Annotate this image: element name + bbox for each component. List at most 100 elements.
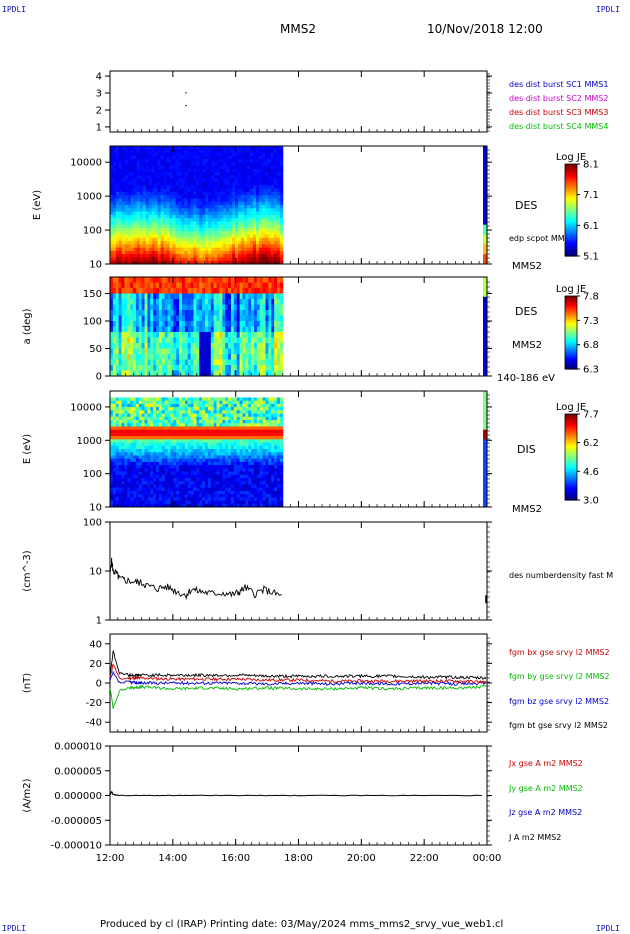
- des-energy-panel-colorbar-segment: [565, 166, 577, 170]
- dis-energy-panel-cell: [202, 471, 206, 476]
- des-energy-panel-cell: [273, 182, 278, 186]
- des-pitch-panel-cell: [219, 348, 223, 355]
- des-pitch-panel-cell: [213, 343, 218, 349]
- dis-energy-panel-cell: [147, 410, 151, 415]
- des-energy-panel-cell: [127, 178, 132, 183]
- des-pitch-panel-cell: [199, 332, 203, 338]
- des-energy-panel-cell: [172, 234, 177, 239]
- des-energy-panel-cell: [235, 155, 239, 160]
- dis-energy-panel-cell: [133, 494, 137, 498]
- des-energy-panel-cell: [199, 165, 203, 170]
- des-energy-panel-cell: [157, 159, 162, 163]
- dis-energy-panel-cell: [199, 455, 203, 460]
- dis-energy-panel-cell: [138, 452, 143, 456]
- des-energy-panel-cell: [118, 250, 123, 255]
- des-pitch-panel-cell: [242, 370, 246, 377]
- des-energy-panel-cell: [181, 254, 185, 258]
- dis-energy-panel-cell: [115, 478, 120, 482]
- des-energy-panel-cell: [184, 221, 188, 226]
- dis-energy-panel-cell: [156, 461, 160, 466]
- des-pitch-panel-colorbar-segment: [565, 361, 577, 365]
- des-pitch-panel-cell: [193, 348, 197, 355]
- dis-energy-panel-cell: [124, 410, 128, 415]
- des-energy-panel-cell: [142, 152, 147, 157]
- des-energy-panel-cell: [139, 178, 144, 183]
- des-energy-panel-cell: [258, 155, 263, 160]
- des-energy-panel-cell: [270, 175, 275, 180]
- des-energy-panel-cell: [130, 241, 135, 245]
- des-energy-panel-cell: [175, 237, 180, 242]
- dis-energy-panel-cell: [127, 449, 131, 453]
- dis-energy-panel-cell: [216, 439, 220, 444]
- des-pitch-panel-cell: [167, 304, 171, 311]
- dis-energy-panel-cell: [156, 429, 160, 434]
- des-pitch-panel-cell: [184, 326, 189, 333]
- des-energy-panel-cell: [184, 254, 188, 258]
- des-energy-panel-cell: [115, 178, 120, 183]
- dis-energy-panel-cell: [167, 481, 171, 485]
- des-pitch-panel-cell: [277, 326, 281, 333]
- des-energy-panel-cell: [124, 152, 129, 157]
- dis-energy-panel-cell: [184, 494, 189, 498]
- dis-energy-panel-cell: [199, 494, 203, 498]
- des-energy-panel-cell: [247, 198, 251, 203]
- des-energy-panel-cell: [127, 257, 132, 262]
- des-energy-panel-cell: [255, 191, 260, 196]
- dis-energy-panel-cell: [133, 449, 137, 453]
- dis-energy-panel-cell: [115, 407, 120, 411]
- des-pitch-panel-cell: [256, 332, 261, 338]
- des-energy-panel-cell: [136, 211, 141, 216]
- dis-energy-panel-cell: [133, 400, 137, 405]
- des-energy-panel-cell: [193, 257, 197, 262]
- des-pitch-panel-cell: [133, 288, 137, 294]
- des-pitch-panel-cell: [279, 282, 284, 289]
- des-energy-panel-cell: [196, 227, 200, 232]
- des-energy-panel-cell: [133, 172, 138, 176]
- des-energy-panel-cell: [139, 172, 144, 176]
- des-energy-panel-cell: [250, 185, 254, 190]
- des-energy-panel-cell: [184, 198, 188, 203]
- dis-energy-panel-cell: [225, 452, 229, 456]
- des-energy-panel-cell: [214, 162, 218, 167]
- dis-energy-panel-cell: [121, 503, 125, 508]
- dis-energy-panel-cell: [222, 410, 226, 415]
- dis-energy-panel-cell: [176, 410, 180, 415]
- dis-energy-panel-cell: [193, 468, 197, 473]
- des-pitch-panel-cell: [199, 310, 203, 316]
- des-energy-panel-cell: [244, 227, 248, 232]
- dis-energy-panel-cell: [173, 478, 177, 482]
- des-pitch-panel-cell: [222, 332, 226, 338]
- des-pitch-panel-cell: [251, 332, 255, 338]
- dis-energy-panel-cell: [115, 436, 120, 440]
- des-energy-panel-cell: [214, 198, 218, 203]
- des-pitch-panel-cell: [176, 282, 180, 289]
- des-energy-panel-cell: [160, 221, 165, 226]
- des-energy-panel-cell: [205, 247, 209, 252]
- dis-energy-panel-cell: [138, 449, 143, 453]
- des-energy-panel-end-strip: [483, 155, 487, 167]
- des-pitch-panel-cell: [202, 315, 206, 322]
- des-energy-panel-cell: [154, 165, 159, 170]
- des-energy-panel-cell: [208, 244, 212, 249]
- des-energy-panel-colorbar-segment: [565, 173, 577, 177]
- des-pitch-panel-cell: [161, 332, 166, 338]
- dis-energy-panel-cell: [190, 497, 195, 502]
- des-energy-panel-cell: [157, 149, 162, 154]
- dis-energy-panel-cell: [213, 478, 218, 482]
- des-pitch-panel-cell: [265, 277, 269, 283]
- des-pitch-panel-cell: [150, 332, 154, 338]
- des-energy-panel-cell: [238, 185, 242, 190]
- des-energy-panel-cell: [118, 257, 123, 262]
- des-pitch-panel-cell: [124, 277, 128, 283]
- dis-energy-panel-cell: [196, 452, 200, 456]
- dis-energy-panel-cell: [161, 413, 166, 418]
- des-energy-panel-cell: [127, 155, 132, 160]
- des-energy-panel-cell: [166, 172, 171, 176]
- des-energy-panel-cell: [196, 175, 200, 180]
- des-energy-panel-cell: [208, 254, 212, 258]
- des-pitch-panel-cell: [167, 359, 171, 366]
- dis-energy-panel-cell: [150, 449, 154, 453]
- dis-energy-panel-cell: [202, 432, 206, 437]
- des-energy-panel-cell: [118, 231, 123, 235]
- des-energy-panel-cell: [217, 175, 221, 180]
